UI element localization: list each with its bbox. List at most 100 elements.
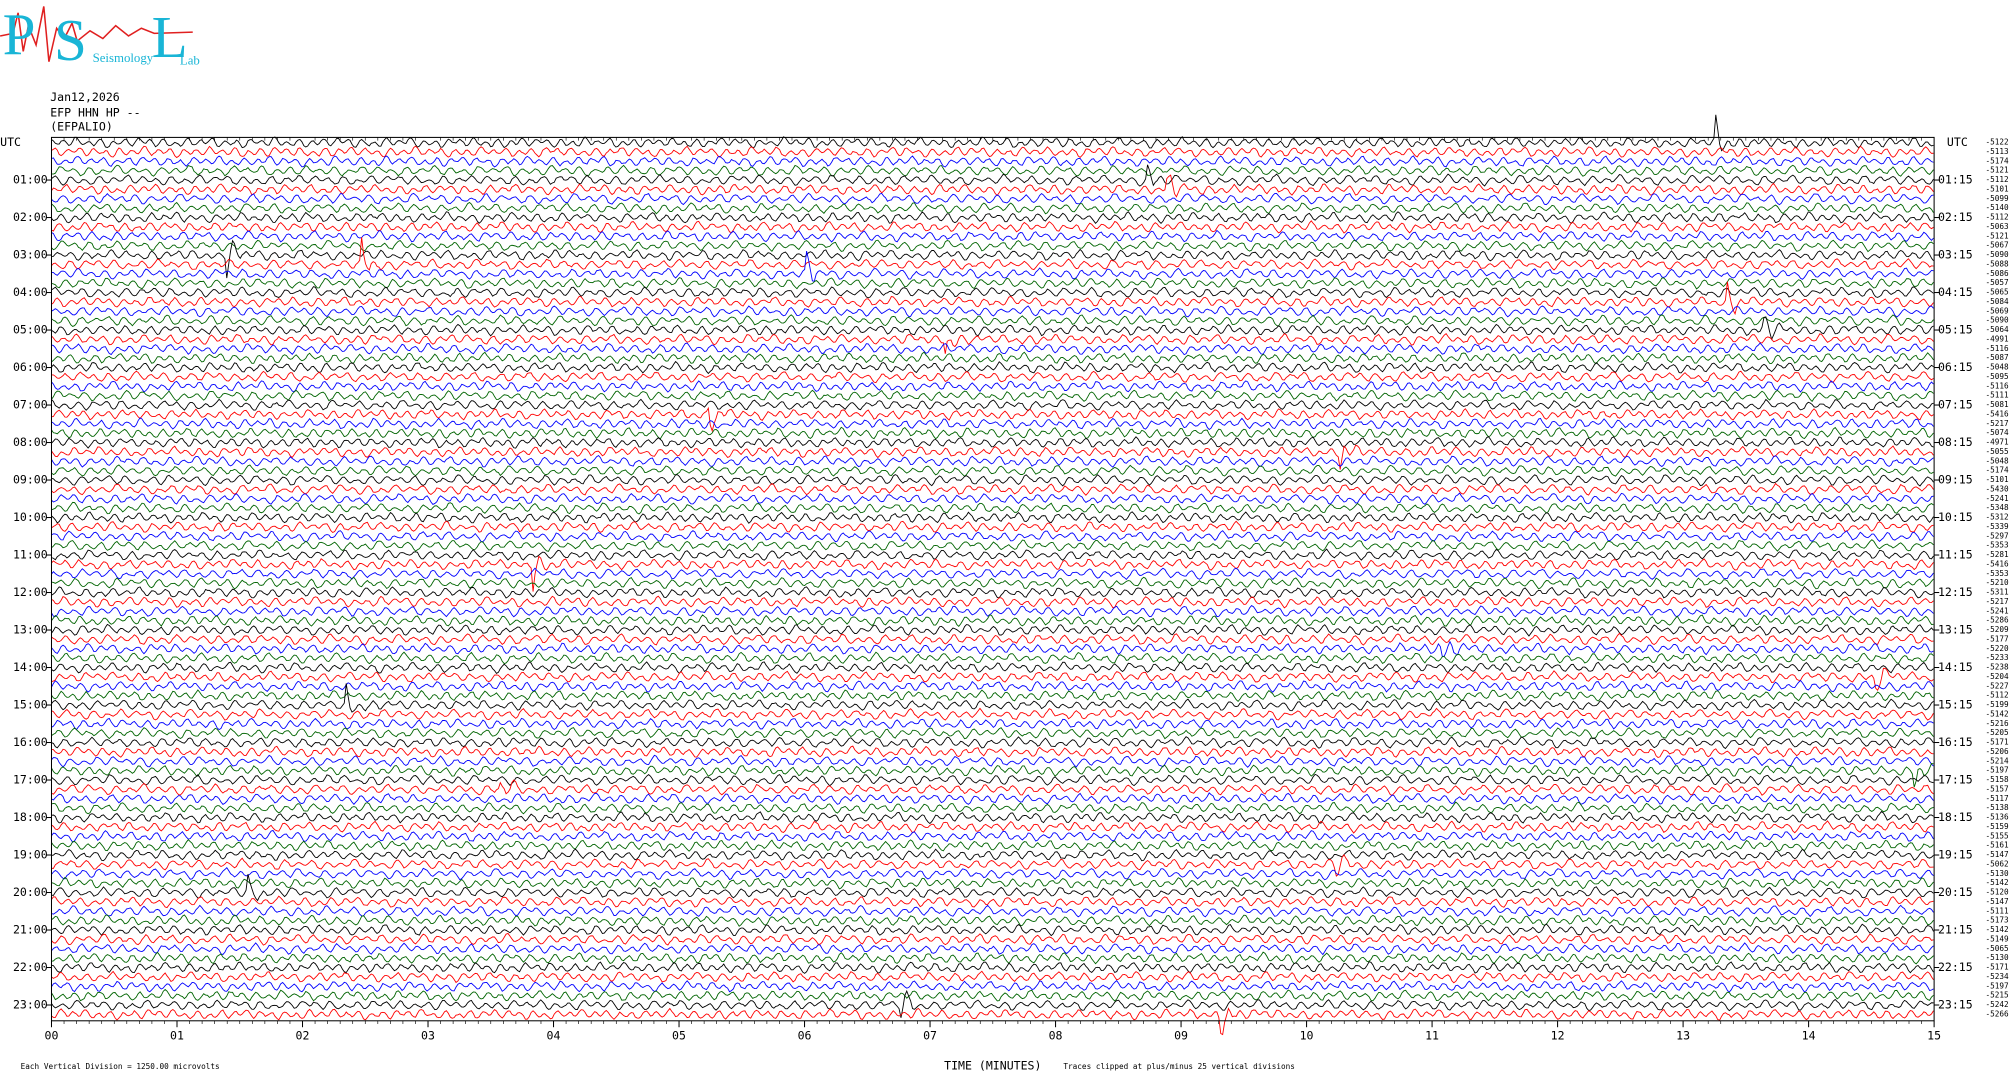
trace-offset: -5173 bbox=[1985, 916, 2009, 925]
hour-label: 15:15 bbox=[1938, 698, 1973, 712]
trace-offset: -5138 bbox=[1985, 803, 2009, 812]
seismic-trace bbox=[51, 389, 1934, 403]
trace-offset: -5101 bbox=[1985, 184, 2009, 193]
x-tick-label: 10 bbox=[1300, 1029, 1314, 1043]
seismic-trace bbox=[51, 342, 1934, 356]
seismic-trace bbox=[51, 237, 1934, 271]
hour-label: 18:00 bbox=[13, 810, 48, 824]
seismic-trace bbox=[51, 604, 1934, 618]
hour-label: 21:00 bbox=[13, 923, 48, 937]
seismic-trace bbox=[51, 239, 1934, 253]
trace-offset: -5111 bbox=[1985, 391, 2009, 400]
hour-label: 10:00 bbox=[13, 510, 48, 524]
trace-offset: -5090 bbox=[1985, 316, 2009, 325]
seismic-trace bbox=[51, 174, 1934, 198]
x-tick-label: 14 bbox=[1802, 1029, 1816, 1043]
seismic-trace bbox=[51, 895, 1934, 909]
x-tick-label: 08 bbox=[1049, 1029, 1063, 1043]
hour-label: 22:15 bbox=[1938, 960, 1973, 974]
hour-label: 12:15 bbox=[1938, 585, 1973, 599]
trace-offset: -5242 bbox=[1985, 1000, 2008, 1009]
seismic-trace bbox=[51, 904, 1934, 918]
trace-offset: -5095 bbox=[1985, 372, 2009, 381]
x-tick-label: 05 bbox=[672, 1029, 686, 1043]
seismic-trace bbox=[51, 155, 1934, 168]
x-tick-label: 00 bbox=[45, 1029, 59, 1043]
seismic-trace bbox=[51, 667, 1934, 691]
seismic-trace bbox=[51, 474, 1934, 487]
hour-label: 09:00 bbox=[13, 473, 48, 487]
hour-label: 13:15 bbox=[1938, 623, 1973, 637]
logo-letter: P bbox=[3, 2, 36, 68]
seismic-trace bbox=[51, 555, 1934, 592]
seismic-trace bbox=[51, 239, 1934, 279]
seismic-trace bbox=[51, 801, 1934, 815]
seismic-trace bbox=[51, 707, 1934, 721]
hour-label: 07:15 bbox=[1938, 398, 1973, 412]
trace-offset: -5113 bbox=[1985, 147, 2009, 156]
seismic-trace bbox=[51, 360, 1934, 375]
seismic-trace bbox=[51, 779, 1934, 796]
trace-offset: -5086 bbox=[1985, 269, 2009, 278]
seismic-trace bbox=[51, 250, 1934, 282]
trace-offset: -5206 bbox=[1985, 747, 2009, 756]
seismic-trace bbox=[51, 281, 1934, 316]
hour-label: 20:00 bbox=[13, 885, 48, 899]
trace-offset: -5101 bbox=[1985, 475, 2009, 484]
hour-label: 11:00 bbox=[13, 548, 48, 562]
seismic-trace bbox=[51, 501, 1934, 515]
seismic-trace bbox=[51, 436, 1934, 449]
seismic-trace bbox=[51, 717, 1934, 731]
trace-offset: -5130 bbox=[1985, 869, 2009, 878]
hour-label: 05:15 bbox=[1938, 323, 1973, 337]
trace-offset: -5161 bbox=[1985, 841, 2009, 850]
trace-offset: -5140 bbox=[1985, 203, 2009, 212]
trace-offset: -5065 bbox=[1985, 288, 2009, 297]
hour-label: 05:00 bbox=[13, 323, 48, 337]
hour-label: 02:15 bbox=[1938, 210, 1973, 224]
trace-offset: -5416 bbox=[1985, 409, 2009, 418]
seismic-trace bbox=[51, 380, 1934, 393]
x-tick-label: 07 bbox=[923, 1029, 937, 1043]
seismic-trace bbox=[51, 970, 1934, 984]
hour-label: 18:15 bbox=[1938, 810, 1973, 824]
logo-word: Seismology bbox=[93, 51, 154, 65]
hour-label: 03:15 bbox=[1938, 248, 1973, 262]
hour-label: 17:00 bbox=[13, 773, 48, 787]
seismic-trace bbox=[51, 530, 1934, 543]
hour-label: 17:15 bbox=[1938, 773, 1973, 787]
seismic-trace bbox=[51, 229, 1934, 243]
trace-offset: -5142 bbox=[1985, 709, 2008, 718]
trace-offset: -5111 bbox=[1985, 906, 2009, 915]
trace-offset: -5149 bbox=[1985, 934, 2009, 943]
seismic-trace bbox=[51, 942, 1934, 956]
hour-label: 01:00 bbox=[13, 173, 48, 187]
x-tick-label: 09 bbox=[1174, 1029, 1188, 1043]
hour-label: 19:00 bbox=[13, 848, 48, 862]
seismic-trace bbox=[51, 1007, 1934, 1036]
hour-label: 16:15 bbox=[1938, 735, 1973, 749]
trace-offset: -5121 bbox=[1985, 166, 2009, 175]
seismic-trace bbox=[51, 614, 1934, 628]
hour-label: 08:00 bbox=[13, 435, 48, 449]
scale-note: Each Vertical Division = 1250.00 microvo… bbox=[21, 1062, 220, 1071]
x-tick-label: 13 bbox=[1676, 1029, 1690, 1043]
x-tick-label: 04 bbox=[547, 1029, 561, 1043]
seismic-trace bbox=[51, 305, 1934, 318]
x-tick-label: 06 bbox=[798, 1029, 812, 1043]
hour-label: 14:00 bbox=[13, 660, 48, 674]
seismic-trace bbox=[51, 314, 1934, 327]
seismic-trace bbox=[51, 820, 1934, 834]
trace-offset: -5197 bbox=[1985, 766, 2009, 775]
seismic-trace bbox=[51, 464, 1934, 477]
trace-offset: -5217 bbox=[1985, 597, 2009, 606]
trace-offset: -5199 bbox=[1985, 700, 2009, 709]
trace-offset: -5353 bbox=[1985, 541, 2009, 550]
seismic-trace bbox=[51, 754, 1934, 768]
x-tick-label: 03 bbox=[421, 1029, 435, 1043]
seismic-trace bbox=[51, 874, 1934, 902]
trace-offset: -5116 bbox=[1985, 381, 2009, 390]
seismic-trace bbox=[51, 661, 1934, 675]
trace-offset: -5174 bbox=[1985, 466, 2009, 475]
trace-offset: -5204 bbox=[1985, 672, 2009, 681]
